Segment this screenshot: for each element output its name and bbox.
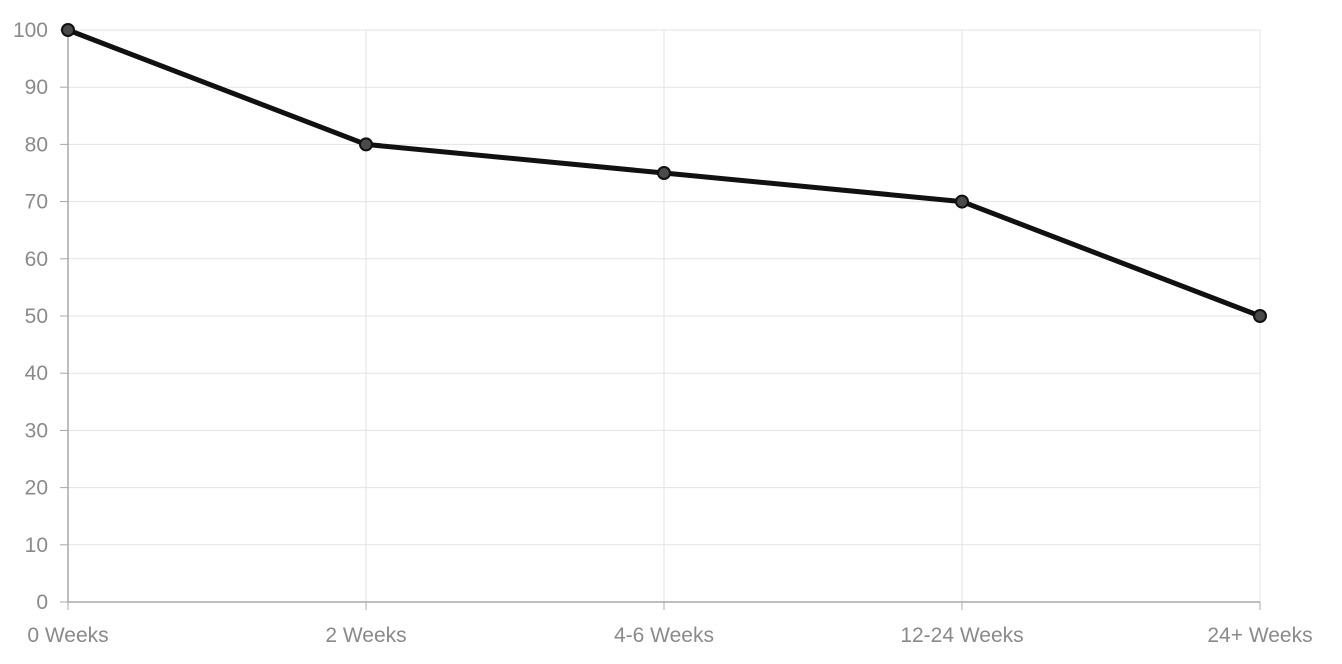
y-tick-label: 0 <box>36 591 48 614</box>
y-tick-label: 30 <box>25 419 48 442</box>
x-tick-label: 24+ Weeks <box>1207 624 1312 647</box>
y-tick-label: 50 <box>25 305 48 328</box>
data-point[interactable] <box>955 194 969 209</box>
data-point[interactable] <box>657 166 671 180</box>
series-group <box>61 23 1267 323</box>
y-tick-label: 60 <box>25 248 48 271</box>
y-tick-label: 40 <box>25 362 48 385</box>
y-tick-label: 70 <box>25 191 48 214</box>
x-tick-label: 12-24 Weeks <box>900 624 1023 647</box>
y-tick-label: 20 <box>25 477 48 500</box>
x-axis-ticks: 0 Weeks 2 Weeks 4-6 Weeks 12-24 Weeks 24+ We… <box>27 602 1313 647</box>
y-axis-ticks: 0 10 20 30 40 50 60 70 80 90 100 <box>13 19 68 614</box>
x-tick-label: 0 Weeks <box>27 624 108 647</box>
y-tick-label: 90 <box>25 76 48 99</box>
y-tick-label: 100 <box>13 19 48 42</box>
data-point[interactable] <box>359 137 373 152</box>
x-tick-label: 2 Weeks <box>325 624 406 647</box>
y-tick-label: 80 <box>25 133 48 156</box>
y-tick-label: 10 <box>25 534 48 557</box>
data-point[interactable] <box>1253 309 1267 323</box>
x-tick-label: 4-6 Weeks <box>614 624 714 647</box>
data-point[interactable] <box>61 23 75 37</box>
